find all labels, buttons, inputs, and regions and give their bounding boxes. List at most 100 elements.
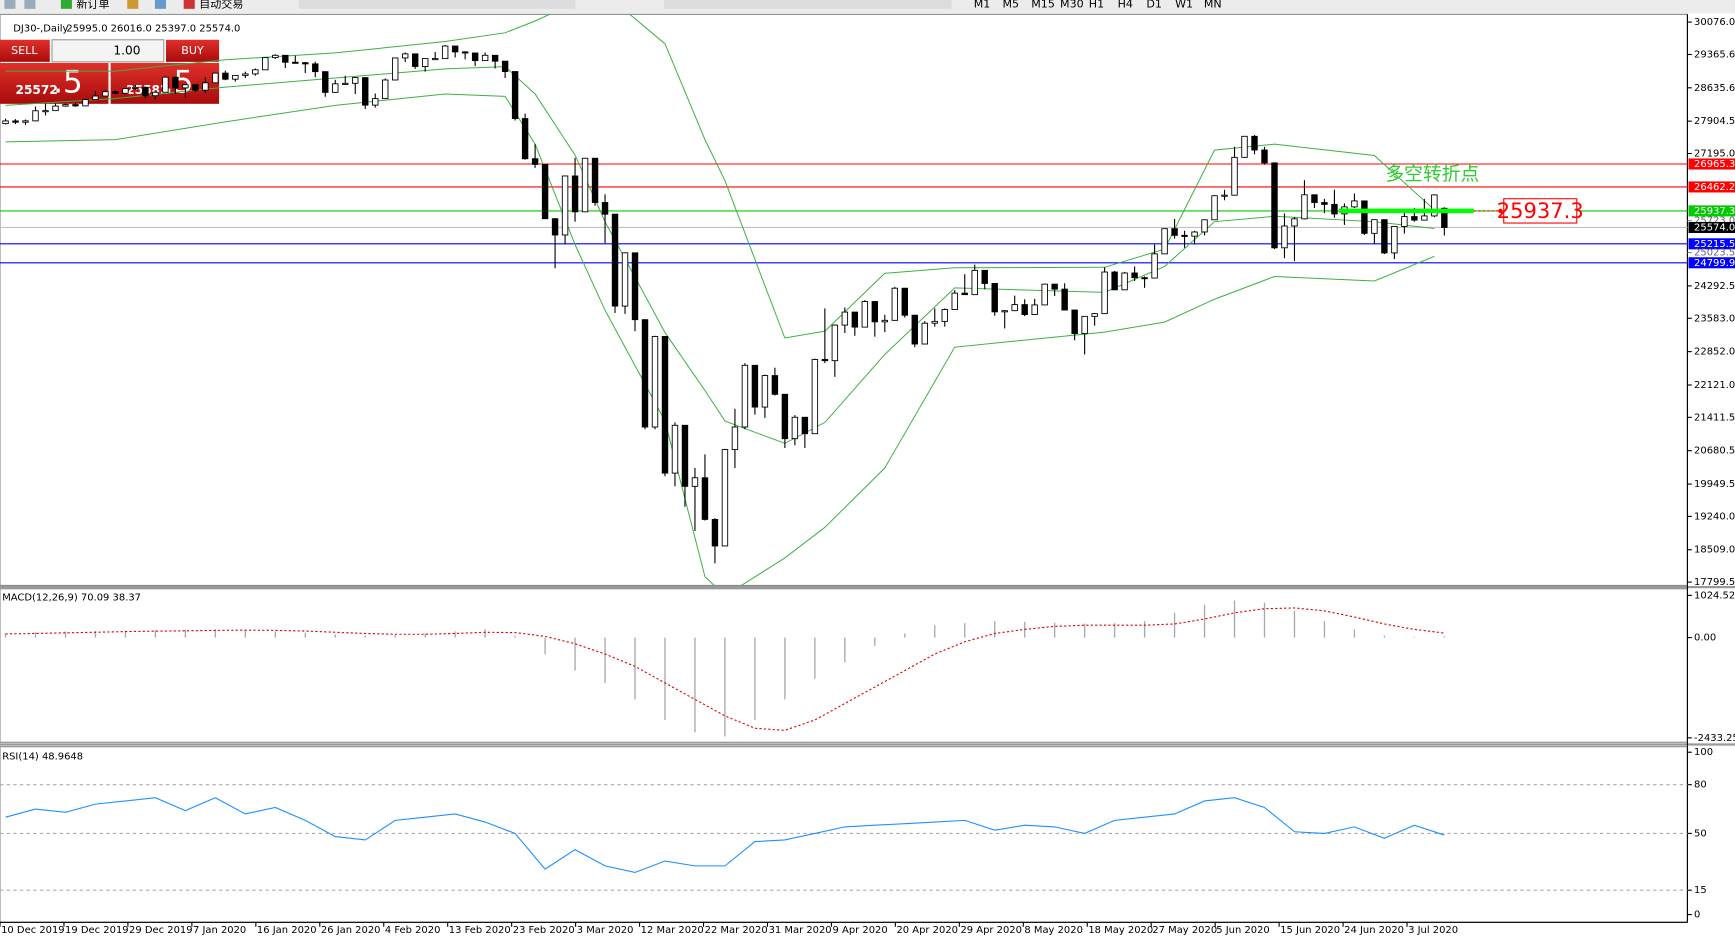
symbol-title: DJ30-,Daily bbox=[13, 24, 68, 35]
candle-body bbox=[162, 76, 169, 93]
candle-body bbox=[1361, 200, 1368, 234]
price-pane bbox=[0, 13, 1688, 586]
candle-body bbox=[1101, 271, 1108, 315]
candle-body bbox=[411, 53, 419, 67]
candle-body bbox=[811, 359, 819, 435]
x-tick-label: 24 Jun 2020 bbox=[1344, 925, 1404, 936]
candle-body bbox=[52, 105, 59, 112]
candle-body bbox=[132, 86, 139, 89]
y-tick-label: 29365.6 bbox=[1694, 50, 1735, 61]
candle-body bbox=[382, 79, 389, 100]
candle-body bbox=[1071, 309, 1078, 335]
candle-body bbox=[312, 63, 319, 73]
candle-body bbox=[661, 336, 669, 474]
icon[interactable] bbox=[60, 0, 72, 9]
candle-body bbox=[1401, 216, 1408, 227]
candle-body bbox=[561, 175, 569, 236]
rsi-pane bbox=[0, 746, 1688, 923]
candle-body bbox=[1131, 272, 1138, 279]
candle-body bbox=[481, 54, 489, 62]
x-tick-label: 31 Mar 2020 bbox=[769, 925, 832, 936]
icon bbox=[127, 0, 139, 9]
y-tick-label: 28635.6 bbox=[1694, 83, 1735, 94]
candle-body bbox=[721, 449, 729, 547]
one-click-trading: SELL 1.00 BUY 25572 .5 25582 .5 bbox=[0, 39, 220, 104]
bid-tail[interactable]: .5 bbox=[53, 64, 83, 100]
candle-body bbox=[1411, 216, 1418, 221]
auto-trading[interactable]: 自动交易 bbox=[199, 0, 243, 10]
level-tag-label: 24799.9 bbox=[1694, 258, 1735, 269]
timeframe[interactable]: MN bbox=[1204, 0, 1222, 10]
y-tick-label: 27195.0 bbox=[1694, 149, 1735, 160]
volume[interactable]: 1.00 bbox=[113, 43, 140, 57]
bollinger-upper bbox=[5, 14, 1435, 339]
bid-price[interactable]: 25572 bbox=[15, 83, 57, 97]
y-tick-label: 19240.0 bbox=[1694, 511, 1735, 522]
y-tick-label: 22121.0 bbox=[1694, 380, 1735, 391]
y-tick-label: 100 bbox=[1694, 747, 1713, 758]
timeframe[interactable]: W1 bbox=[1175, 0, 1193, 10]
volume-box[interactable] bbox=[51, 39, 165, 63]
level-tag bbox=[1688, 205, 1735, 217]
candle-body bbox=[631, 252, 639, 321]
candle-body bbox=[861, 301, 869, 328]
candle-body bbox=[441, 45, 449, 60]
level-tag bbox=[1688, 257, 1735, 269]
candle-body bbox=[152, 91, 159, 97]
candle-body bbox=[471, 52, 479, 62]
candle-body bbox=[102, 91, 109, 97]
y-tick-label: 21411.5 bbox=[1694, 412, 1735, 423]
timeframe[interactable]: D1 bbox=[1146, 0, 1162, 10]
candle-body bbox=[941, 309, 948, 322]
candle-body bbox=[322, 71, 329, 93]
new-order[interactable]: 新订单 bbox=[76, 0, 109, 10]
timeframe[interactable]: M30 bbox=[1060, 0, 1084, 10]
candle-body bbox=[1241, 135, 1248, 158]
timeframe[interactable]: H1 bbox=[1089, 0, 1104, 10]
candle-body bbox=[691, 477, 699, 487]
sell-label[interactable]: SELL bbox=[11, 44, 38, 57]
candle-body bbox=[1421, 215, 1428, 221]
pivot-dot bbox=[1498, 208, 1503, 214]
candle-body bbox=[1201, 219, 1208, 233]
candle-body bbox=[172, 76, 179, 89]
timeframe[interactable]: H4 bbox=[1118, 0, 1133, 10]
candle-body bbox=[242, 73, 249, 76]
bid-box[interactable] bbox=[0, 62, 109, 104]
candle-body bbox=[991, 283, 998, 313]
candle-body bbox=[282, 54, 289, 63]
y-tick-label: 80 bbox=[1694, 780, 1707, 791]
icon[interactable] bbox=[183, 0, 195, 9]
candle-body bbox=[431, 58, 439, 61]
y-tick-label: 22852.0 bbox=[1694, 347, 1735, 358]
candle-body bbox=[1371, 219, 1378, 234]
timeframe[interactable]: M5 bbox=[1002, 0, 1019, 10]
candle-body bbox=[1141, 277, 1148, 280]
x-tick-label: 27 May 2020 bbox=[1152, 925, 1217, 936]
candle-body bbox=[921, 322, 928, 345]
y-tick-label: 19949.5 bbox=[1694, 479, 1735, 490]
candle-body bbox=[671, 424, 679, 474]
candle-body bbox=[1381, 219, 1388, 254]
candle-body bbox=[1311, 194, 1318, 203]
current-price-label: 25574.0 bbox=[1694, 222, 1735, 233]
sell-button[interactable] bbox=[0, 39, 50, 62]
bollinger-middle bbox=[5, 66, 1435, 444]
x-tick-label: 3 Jul 2020 bbox=[1408, 925, 1458, 936]
candle-body bbox=[1041, 283, 1048, 306]
buy-label[interactable]: BUY bbox=[181, 44, 204, 57]
pivot-box bbox=[1503, 198, 1578, 224]
level-tag-label: 25937.3 bbox=[1694, 206, 1735, 217]
timeframe[interactable]: M15 bbox=[1031, 0, 1055, 10]
candle-body bbox=[881, 319, 889, 323]
candle-body bbox=[461, 51, 469, 54]
candle-body bbox=[591, 157, 599, 203]
timeframe[interactable]: M1 bbox=[974, 0, 991, 10]
candle-body bbox=[611, 213, 619, 307]
buy-button[interactable] bbox=[165, 39, 220, 62]
candle-body bbox=[252, 69, 259, 75]
y-tick-label: 27904.5 bbox=[1694, 116, 1735, 127]
x-tick-label: 16 Jan 2020 bbox=[257, 925, 317, 936]
candle-body bbox=[1351, 200, 1358, 208]
candle-body bbox=[701, 477, 709, 520]
